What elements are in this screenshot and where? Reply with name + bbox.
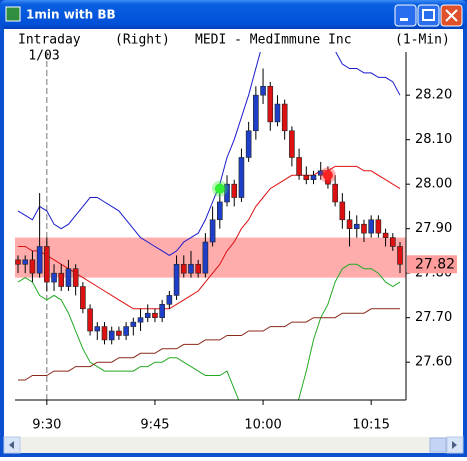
candle-body <box>202 241 209 274</box>
candle-body <box>317 170 324 176</box>
close-button[interactable] <box>440 4 463 27</box>
minimize-button[interactable] <box>394 4 417 27</box>
candle-body <box>346 219 353 229</box>
candle-body <box>29 259 36 274</box>
candle-body <box>281 103 288 132</box>
candle-body <box>274 103 281 123</box>
chart-header: MEDI - MedImmune Inc <box>195 33 352 48</box>
candle-body <box>209 219 216 243</box>
candle-body <box>339 201 346 221</box>
candle-body <box>130 321 137 327</box>
candle-body <box>353 223 360 229</box>
candle-body <box>332 183 338 203</box>
candle-body <box>231 183 238 198</box>
candle-body <box>224 183 230 203</box>
x-tick-label: 10:15 <box>352 418 389 433</box>
candle-body <box>397 246 403 265</box>
chart-header: Intraday <box>18 33 81 48</box>
y-tick-label: 28.20 <box>415 88 452 103</box>
candle-body <box>238 157 245 198</box>
candle-body <box>382 232 389 238</box>
candle-body <box>361 223 367 234</box>
candle-body <box>108 330 115 341</box>
candle-body <box>303 174 310 181</box>
horizontal-scrollbar[interactable] <box>3 436 464 454</box>
candle-body <box>296 157 302 176</box>
signal-marker <box>322 170 333 181</box>
candle-body <box>375 219 382 234</box>
candle-body <box>15 259 21 265</box>
x-tick-label: 9:45 <box>140 418 169 433</box>
signal-marker <box>214 183 225 194</box>
candle-body <box>195 263 201 274</box>
y-tick-label: 27.70 <box>415 310 452 325</box>
candle-body <box>260 85 266 96</box>
candle-body <box>36 246 43 274</box>
window-title: 1min with BB <box>26 8 116 22</box>
candle-body <box>116 330 122 336</box>
chart-header: (1-Min) <box>395 33 450 48</box>
y-tick-label: 28.00 <box>415 177 452 192</box>
y-tick-label: 28.10 <box>415 132 452 147</box>
candle-body <box>101 326 108 341</box>
overlay-line <box>17 263 401 400</box>
candle-body <box>58 272 65 287</box>
candle-body <box>310 174 317 181</box>
window-icon <box>5 6 21 22</box>
y-tick-label: 27.60 <box>415 355 452 370</box>
candle-body <box>368 219 374 234</box>
candle-body <box>65 268 72 287</box>
candle-body <box>253 94 259 132</box>
candle-body <box>137 317 144 323</box>
candle-body <box>87 308 93 332</box>
last-price-label: 27.82 <box>415 256 455 272</box>
overlay-line <box>18 165 401 310</box>
candle-body <box>80 286 86 310</box>
candle-body <box>51 272 57 283</box>
title-bar <box>0 0 467 29</box>
candle-body <box>217 201 223 221</box>
candle-body <box>166 295 173 305</box>
candle-body <box>159 304 165 318</box>
candle-body <box>22 259 29 265</box>
x-tick-label: 10:00 <box>244 418 281 433</box>
chart-header: (Right) <box>115 33 170 48</box>
maximize-button[interactable] <box>417 4 440 27</box>
chart-date: 1/03 <box>28 49 59 64</box>
candle-body <box>188 263 194 274</box>
candle-body <box>44 246 50 283</box>
client-area <box>4 29 463 437</box>
plot-area <box>15 52 406 400</box>
candle-body <box>144 312 151 318</box>
y-tick-label: 27.90 <box>415 221 452 236</box>
overlay-line <box>17 52 401 256</box>
candle-body <box>72 268 79 287</box>
x-tick-label: 9:30 <box>32 418 61 433</box>
candle-body <box>152 312 158 318</box>
candle-body <box>245 130 252 158</box>
candle-body <box>267 85 274 123</box>
candle-body <box>180 263 187 274</box>
candle-body <box>173 263 180 296</box>
candle-body <box>94 326 101 332</box>
axes: 27.6027.7027.8027.9028.0028.1028.209:309… <box>15 52 457 433</box>
candle-body <box>123 326 129 336</box>
candle-body <box>289 130 295 158</box>
candle-body <box>389 237 396 247</box>
last-price-tag <box>407 255 457 274</box>
overlay-line <box>18 308 400 381</box>
